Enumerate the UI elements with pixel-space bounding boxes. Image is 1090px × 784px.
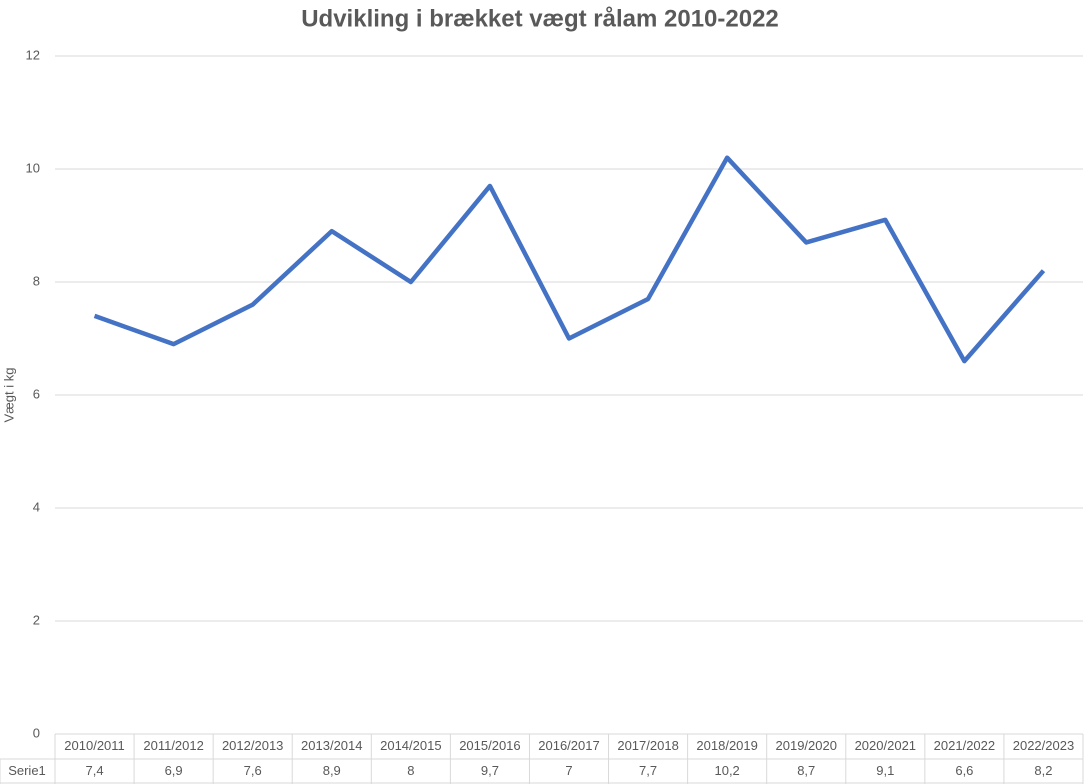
y-tick-label: 8 <box>33 273 40 288</box>
y-tick-label: 10 <box>26 160 40 175</box>
data-label: 8,2 <box>1034 763 1052 778</box>
data-label: 8,9 <box>323 763 341 778</box>
x-tick-label: 2010/2011 <box>64 738 125 753</box>
legend-label: Serie1 <box>8 763 46 778</box>
x-tick-label: 2020/2021 <box>855 738 916 753</box>
y-axis-label: Vægt i kg <box>1 368 16 423</box>
x-tick-label: 2017/2018 <box>617 738 678 753</box>
chart-title: Udvikling i brækket vægt rålam 2010-2022 <box>301 5 779 32</box>
data-label: 7 <box>565 763 572 778</box>
series-line <box>93 155 1046 364</box>
data-label: 7,7 <box>639 763 657 778</box>
x-tick-label: 2013/2014 <box>301 738 362 753</box>
data-label: 6,6 <box>955 763 973 778</box>
y-tick-label: 4 <box>33 499 40 514</box>
data-label: 7,6 <box>244 763 262 778</box>
x-tick-label: 2014/2015 <box>380 738 441 753</box>
x-tick-label: 2016/2017 <box>538 738 599 753</box>
data-label: 10,2 <box>714 763 739 778</box>
x-tick-label: 2019/2020 <box>776 738 837 753</box>
data-label: 7,4 <box>85 763 103 778</box>
data-label: 8 <box>407 763 414 778</box>
x-tick-label: 2021/2022 <box>934 738 995 753</box>
data-label: 9,7 <box>481 763 499 778</box>
data-label: 9,1 <box>876 763 894 778</box>
x-tick-label: 2022/2023 <box>1013 738 1074 753</box>
y-tick-label: 6 <box>33 386 40 401</box>
y-tick-label: 0 <box>33 725 40 740</box>
y-tick-label: 12 <box>26 47 40 62</box>
x-tick-label: 2011/2012 <box>143 738 204 753</box>
x-tick-label: 2015/2016 <box>459 738 520 753</box>
data-label: 8,7 <box>797 763 815 778</box>
x-tick-label: 2018/2019 <box>696 738 757 753</box>
data-label: 6,9 <box>165 763 183 778</box>
x-tick-label: 2012/2013 <box>222 738 283 753</box>
y-tick-label: 2 <box>33 612 40 627</box>
